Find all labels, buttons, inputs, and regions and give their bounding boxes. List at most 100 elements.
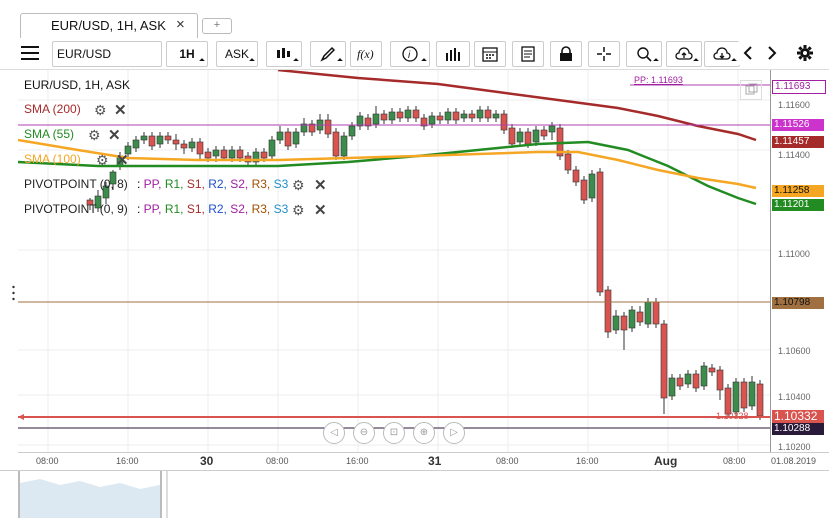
candle [372,113,380,125]
period-select[interactable]: 1H [166,41,208,67]
chevron-right-icon[interactable] [762,41,782,65]
sma100-price: 1.11258 [772,185,824,197]
indicator-name: SMA (55) [24,127,75,141]
symbol-select[interactable]: EUR/USD [52,41,162,67]
candle [660,323,668,399]
draw-pencil-icon[interactable] [310,41,346,67]
candle [228,149,236,159]
candle [204,151,212,159]
menu-icon[interactable] [14,41,46,65]
candle [140,135,148,141]
lock-icon[interactable] [550,41,582,67]
price-scale[interactable] [770,70,829,458]
candle [220,149,228,159]
candle [548,125,556,133]
gear-icon[interactable]: ⚙ [96,152,109,168]
fit-icon[interactable]: ⊡ [383,422,405,444]
side-select[interactable]: ASK [216,41,258,67]
time-tick: 16:00 [116,456,139,466]
candle [732,381,740,413]
maximize-icon[interactable] [740,80,762,100]
info-icon[interactable]: i [390,41,430,67]
close-icon[interactable]: ✕ [114,102,127,119]
sma-200-line [277,70,757,142]
close-icon[interactable]: × [176,16,185,33]
chart-type-icon[interactable] [266,41,302,67]
time-tick: 08:00 [266,456,289,466]
candle [156,135,164,145]
chart-tab-label: EUR/USD, 1H, ASK [51,18,166,33]
gear-icon[interactable] [792,41,818,65]
download-cloud-icon[interactable] [704,41,740,67]
pivot-s-price: 1.10798 [772,297,824,309]
candle [102,185,110,199]
close-icon[interactable]: ✕ [314,177,327,194]
scroll-left-icon[interactable]: ◁ [323,422,345,444]
candle [756,383,764,417]
zoom-icon[interactable] [626,41,662,67]
new-tab-button[interactable]: + [202,18,232,34]
scroll-right-icon[interactable]: ▷ [443,422,465,444]
candle [428,115,436,125]
time-tick: 01.08.2019 [771,456,817,466]
chart-tab[interactable]: EUR/USD, 1H, ASK × [20,13,198,38]
candle [444,111,452,121]
indicator-pivot-9[interactable]: PIVOTPOINT (0, 9) : PP, R1, S1, R2, S2, … [24,202,327,219]
candle [420,117,428,127]
gear-icon[interactable]: ⚙ [292,177,305,193]
navigator-panel[interactable] [0,470,829,518]
pivot-r1-price: 1.11526 [772,119,824,131]
indicator-sma200[interactable]: SMA (200) ⚙ ✕ [24,102,127,119]
calendar-icon[interactable] [474,41,506,67]
gear-icon[interactable]: ⚙ [88,127,101,143]
zoom-in-icon[interactable]: ⊕ [413,422,435,444]
gear-icon[interactable]: ⚙ [94,102,107,118]
candle [580,179,588,201]
pivot-level-s2: S2, [230,177,252,191]
crosshair-icon[interactable] [588,41,620,67]
candle [652,301,660,325]
candle [332,131,340,157]
time-tick: 31 [428,454,442,468]
gear-icon[interactable]: ⚙ [292,202,305,218]
candle [564,153,572,171]
candle [268,139,276,157]
chevron-left-icon[interactable] [738,41,758,65]
news-icon[interactable] [512,41,544,67]
candle [180,143,188,149]
candle [620,315,628,331]
candle [452,111,460,121]
candle [94,195,102,209]
sma-100-line [18,138,757,190]
candle [708,367,716,373]
zoom-out-icon[interactable]: ⊖ [353,422,375,444]
indicator-name: PIVOTPOINT (0, 9) [24,202,128,216]
close-icon[interactable]: ✕ [108,127,121,144]
indicator-sma55[interactable]: SMA (55) ⚙ ✕ [24,127,121,144]
pivot-level-r2: R2, [208,177,231,191]
candle [124,145,132,155]
indicator-pivot-8[interactable]: PIVOTPOINT (0, 8) : PP, R1, S1, R2, S2, … [24,177,327,194]
pivot-level-s2: S2, [230,202,252,216]
candle [164,135,172,141]
pivot-levels: : PP, R1, S1, R2, S2, R3, S3 [137,177,289,191]
upload-cloud-icon[interactable] [666,41,702,67]
close-icon[interactable]: ✕ [314,202,327,219]
pivot-level-pp: PP, [143,202,165,216]
close-icon[interactable]: ✕ [116,152,129,169]
indicator-sma100[interactable]: SMA (100) ⚙ ✕ [24,152,129,169]
candle [604,289,612,333]
candle [468,113,476,119]
candle [148,135,156,147]
pivot-level-s3: S3 [273,202,289,216]
candle [324,119,332,135]
function-icon[interactable]: f(x) [350,41,382,67]
time-axis[interactable] [18,452,829,471]
panel-resize-handle[interactable] [12,285,15,301]
price-tick: 1.11000 [778,249,810,259]
candle [492,113,500,119]
price-chart[interactable] [18,70,770,458]
volume-icon[interactable] [436,41,470,67]
candle [300,123,308,133]
candle [236,149,244,159]
